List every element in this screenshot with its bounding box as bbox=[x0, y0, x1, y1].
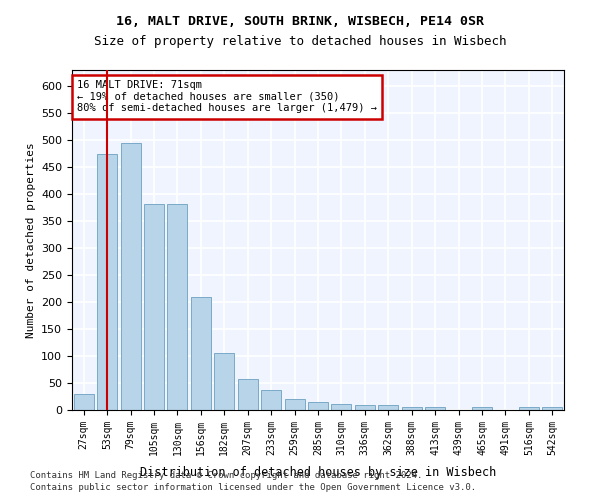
Text: 16 MALT DRIVE: 71sqm
← 19% of detached houses are smaller (350)
80% of semi-deta: 16 MALT DRIVE: 71sqm ← 19% of detached h… bbox=[77, 80, 377, 114]
Bar bbox=[97, 154, 117, 410]
Bar bbox=[238, 379, 257, 410]
Y-axis label: Number of detached properties: Number of detached properties bbox=[26, 142, 35, 338]
Bar bbox=[191, 296, 211, 410]
Bar bbox=[284, 399, 305, 410]
Bar bbox=[144, 204, 164, 410]
Bar bbox=[355, 404, 375, 410]
Bar bbox=[542, 408, 562, 410]
X-axis label: Distribution of detached houses by size in Wisbech: Distribution of detached houses by size … bbox=[140, 466, 496, 479]
Bar bbox=[261, 390, 281, 410]
Bar bbox=[472, 408, 492, 410]
Bar bbox=[167, 204, 187, 410]
Text: Contains HM Land Registry data © Crown copyright and database right 2024.: Contains HM Land Registry data © Crown c… bbox=[30, 470, 422, 480]
Text: 16, MALT DRIVE, SOUTH BRINK, WISBECH, PE14 0SR: 16, MALT DRIVE, SOUTH BRINK, WISBECH, PE… bbox=[116, 15, 484, 28]
Bar bbox=[379, 404, 398, 410]
Bar bbox=[425, 408, 445, 410]
Bar bbox=[74, 394, 94, 410]
Bar bbox=[308, 402, 328, 410]
Text: Contains public sector information licensed under the Open Government Licence v3: Contains public sector information licen… bbox=[30, 483, 476, 492]
Bar bbox=[331, 404, 352, 410]
Bar bbox=[402, 408, 422, 410]
Bar bbox=[121, 143, 140, 410]
Text: Size of property relative to detached houses in Wisbech: Size of property relative to detached ho… bbox=[94, 35, 506, 48]
Bar bbox=[214, 354, 234, 410]
Bar bbox=[519, 408, 539, 410]
